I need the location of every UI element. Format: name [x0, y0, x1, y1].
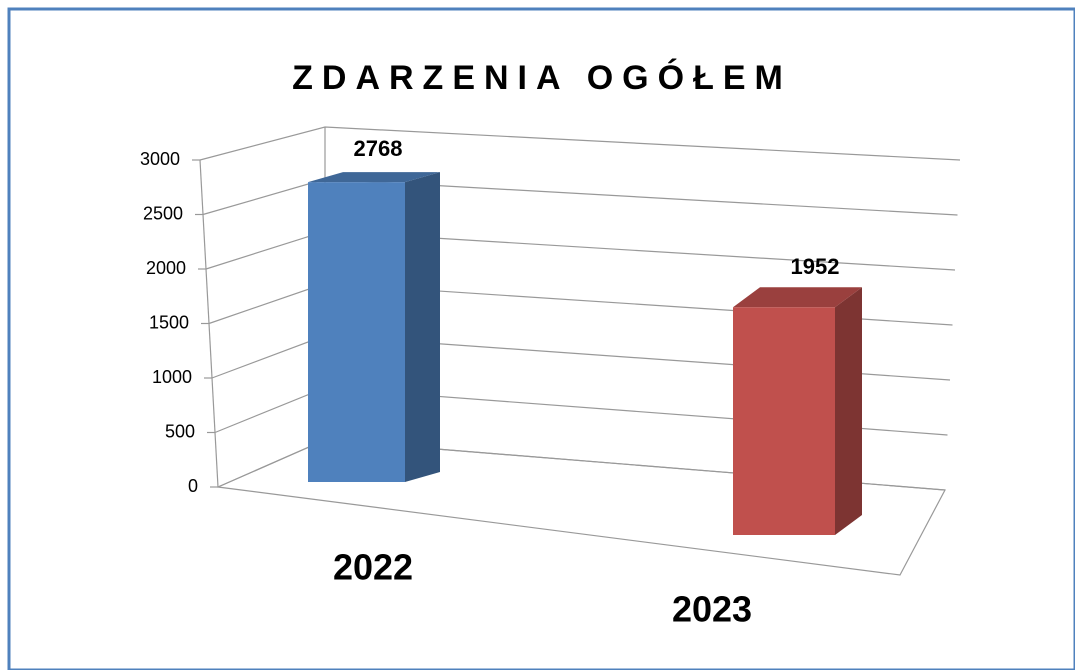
bar-side [405, 172, 440, 482]
frame [7, 7, 1075, 670]
bar-top [733, 287, 862, 308]
bar-side [835, 287, 862, 535]
y-tick-label: 500 [165, 421, 195, 441]
y-tick-label: 2000 [146, 258, 186, 278]
x-tick-label: 2023 [672, 589, 752, 630]
y-tick-label: 3000 [140, 149, 180, 169]
y-tick-label: 1500 [149, 312, 189, 332]
grid-line [199, 126, 961, 161]
chart-title: ZDARZENIA OGÓŁEM [292, 59, 792, 97]
y-tick-label: 0 [188, 476, 198, 496]
data-label: 1952 [791, 254, 840, 279]
data-label: 2768 [354, 136, 403, 161]
bar [733, 307, 835, 535]
y-tick-label: 1000 [152, 367, 192, 387]
bar-top [308, 172, 440, 183]
y-tick-label: 2500 [143, 203, 183, 223]
bar [308, 182, 405, 482]
x-tick-label: 2022 [333, 547, 413, 588]
